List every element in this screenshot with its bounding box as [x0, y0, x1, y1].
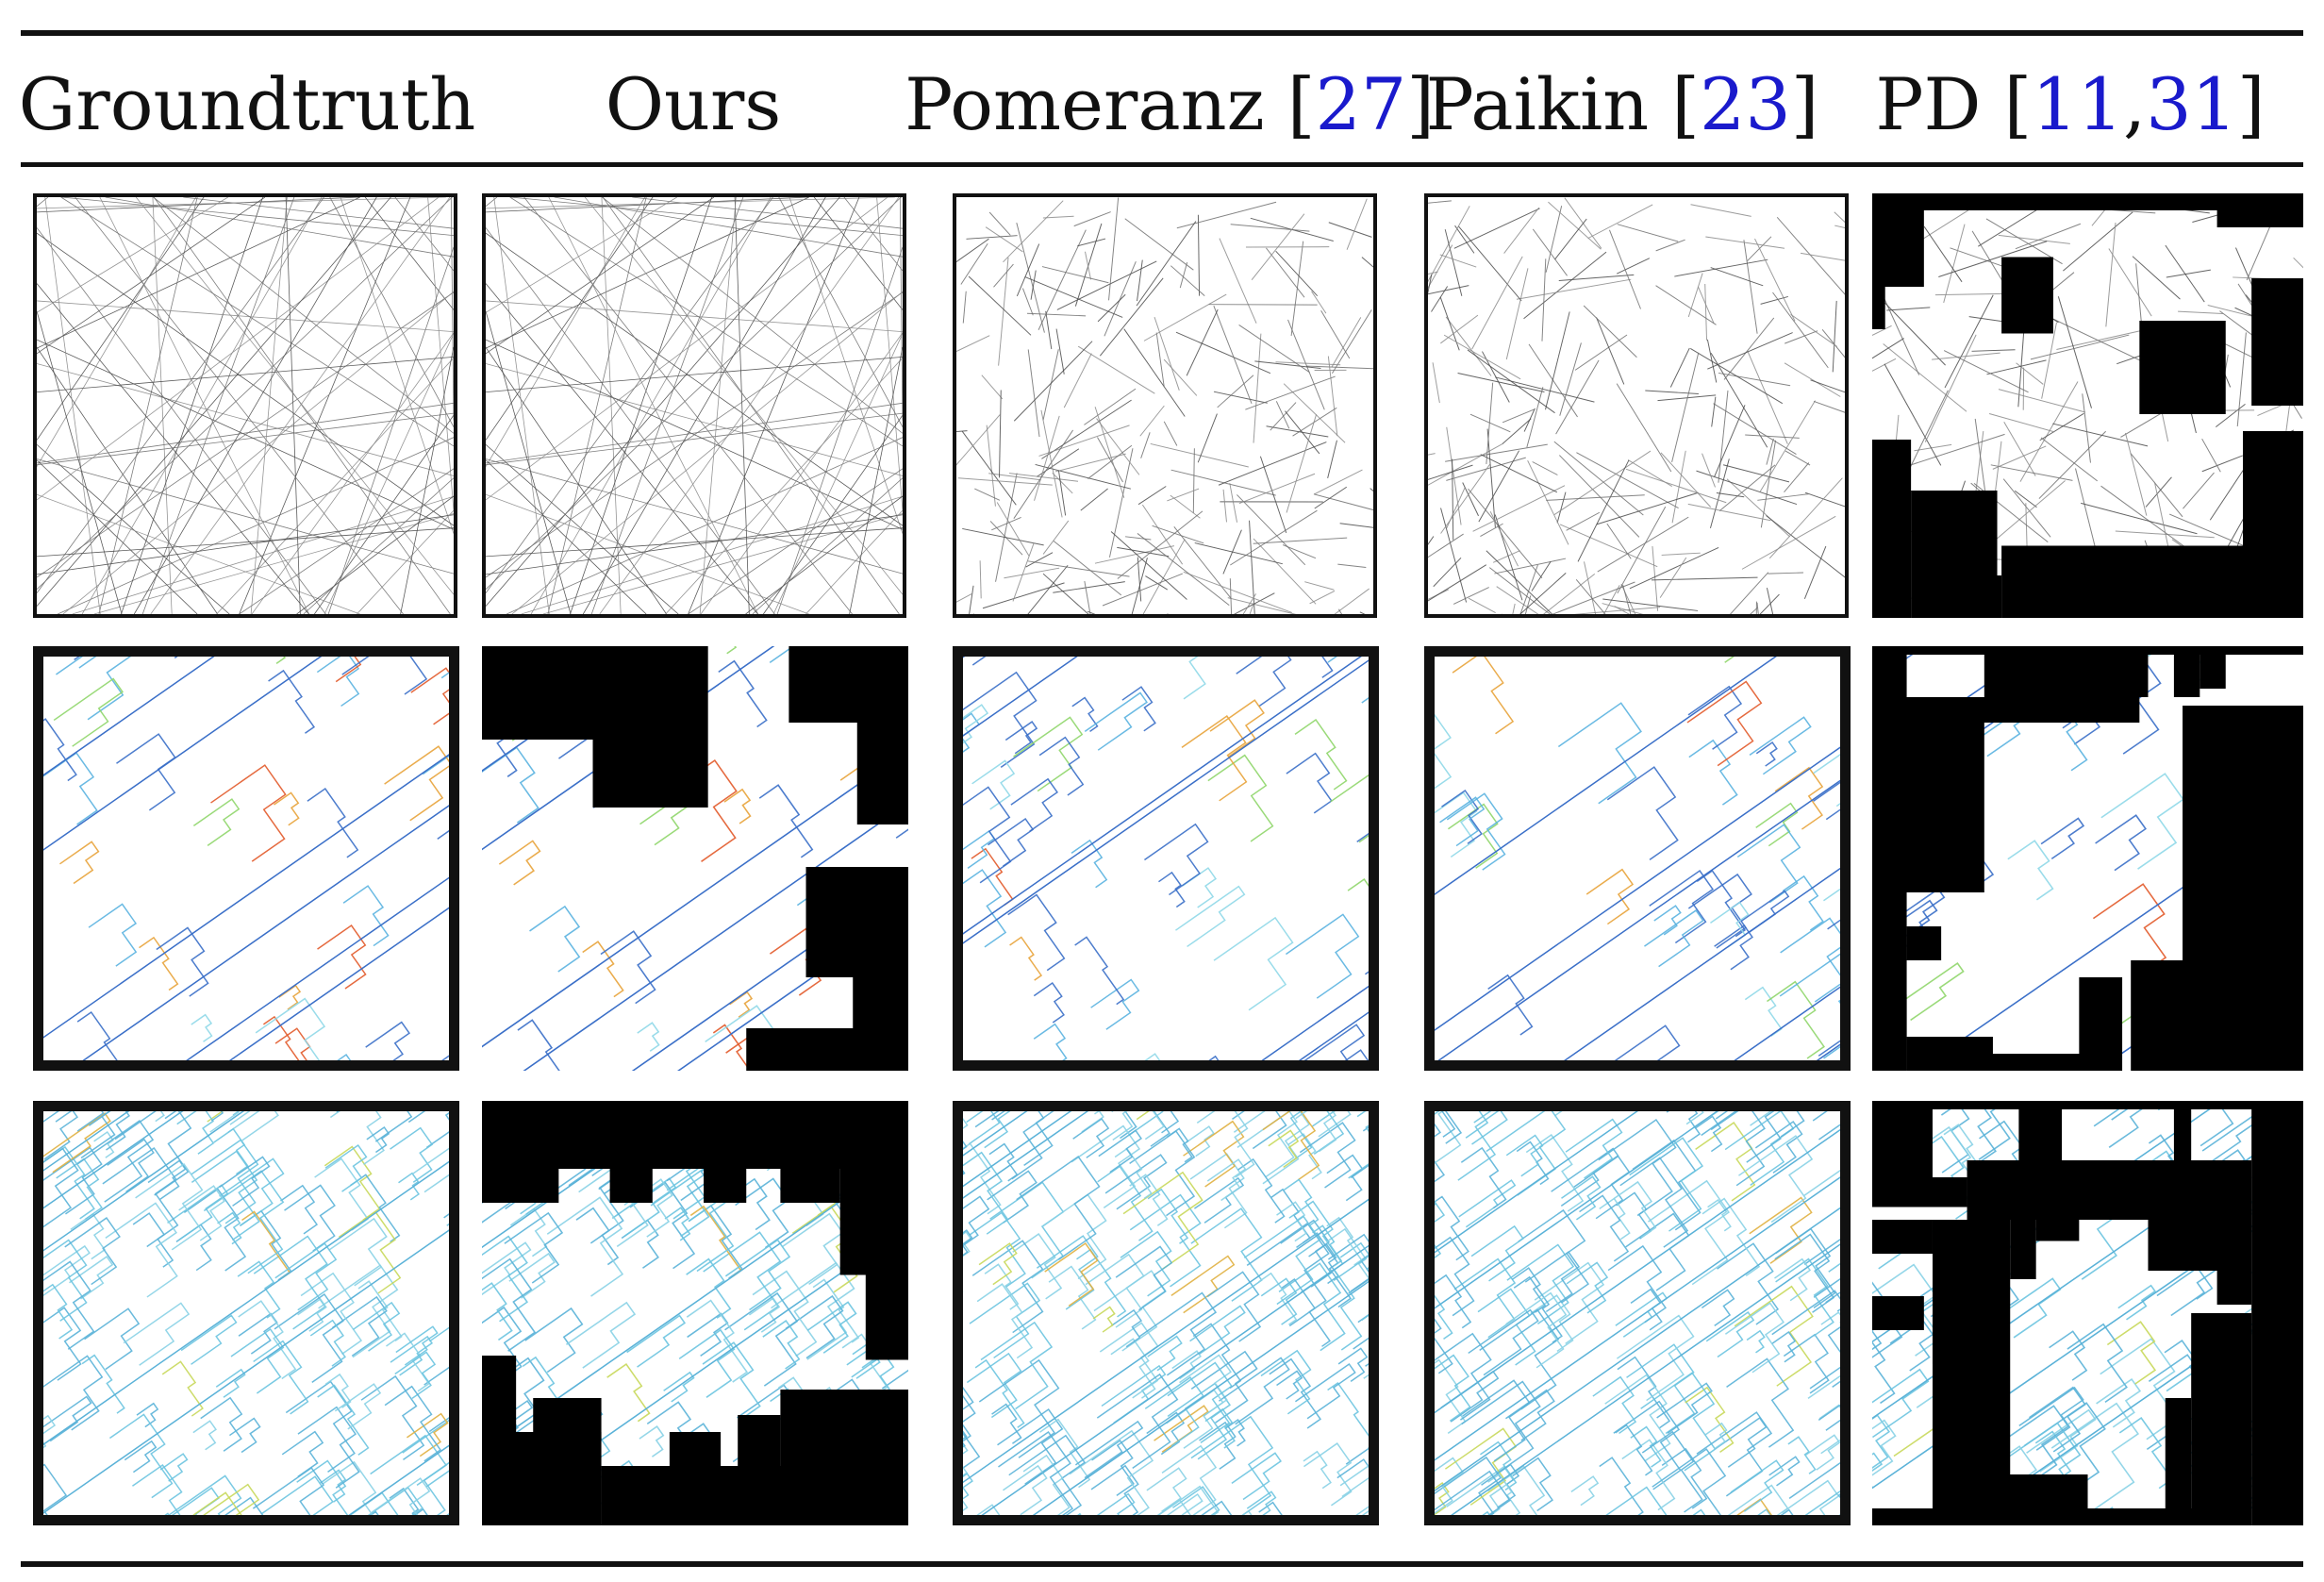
- illustration-graphic: [482, 1101, 908, 1525]
- image-row1-paikin: [1424, 193, 1849, 618]
- column-header-pomeranz: Pomeranz [27]: [905, 61, 1435, 146]
- image-row3-pd: [1872, 1101, 2303, 1525]
- illustration-graphic: [43, 657, 449, 1060]
- image-row3-paikin: [1424, 1101, 1851, 1525]
- citation-27[interactable]: 27: [1315, 61, 1407, 146]
- column-header-groundtruth: Groundtruth: [18, 61, 476, 146]
- illustration-graphic: [1435, 1111, 1840, 1515]
- illustration-graphic: [1872, 193, 2303, 618]
- illustration-graphic: [43, 1111, 449, 1515]
- column-header-paikin: Paikin [23]: [1425, 61, 1819, 146]
- image-row2-pd: [1872, 646, 2303, 1071]
- citation-11[interactable]: 11: [2032, 61, 2124, 146]
- column-header-ours: Ours: [605, 61, 782, 146]
- column-header-row: Groundtruth Ours Pomeranz [27] Paikin [2…: [0, 52, 2324, 156]
- image-row3-ours: [482, 1101, 908, 1525]
- citation-31[interactable]: 31: [2146, 61, 2237, 146]
- illustration-graphic: [1872, 1101, 2303, 1525]
- illustration-graphic: [956, 197, 1373, 614]
- image-row2-ours: [482, 646, 908, 1071]
- table-header-rule: [21, 162, 2303, 167]
- image-row3-groundtruth: [33, 1101, 459, 1525]
- illustration-graphic: [963, 657, 1369, 1060]
- image-row2-paikin: [1424, 646, 1851, 1071]
- illustration-graphic: [37, 197, 454, 614]
- image-row1-ours: [482, 193, 906, 618]
- illustration-graphic: [482, 646, 908, 1071]
- illustration-graphic: [1435, 657, 1840, 1060]
- illustration-graphic: [1872, 646, 2303, 1071]
- image-row2-groundtruth: [33, 646, 459, 1071]
- image-row2-pomeranz: [953, 646, 1379, 1071]
- citation-23[interactable]: 23: [1700, 61, 1791, 146]
- illustration-graphic: [486, 197, 903, 614]
- illustration-graphic: [963, 1111, 1369, 1515]
- table-top-rule: [21, 30, 2303, 36]
- image-row1-pomeranz: [953, 193, 1377, 618]
- illustration-graphic: [1428, 197, 1845, 614]
- image-row1-pd: [1872, 193, 2303, 618]
- image-row1-groundtruth: [33, 193, 457, 618]
- image-row3-pomeranz: [953, 1101, 1379, 1525]
- column-header-pd: PD [11, 31]: [1875, 61, 2266, 146]
- table-bottom-rule: [21, 1561, 2303, 1567]
